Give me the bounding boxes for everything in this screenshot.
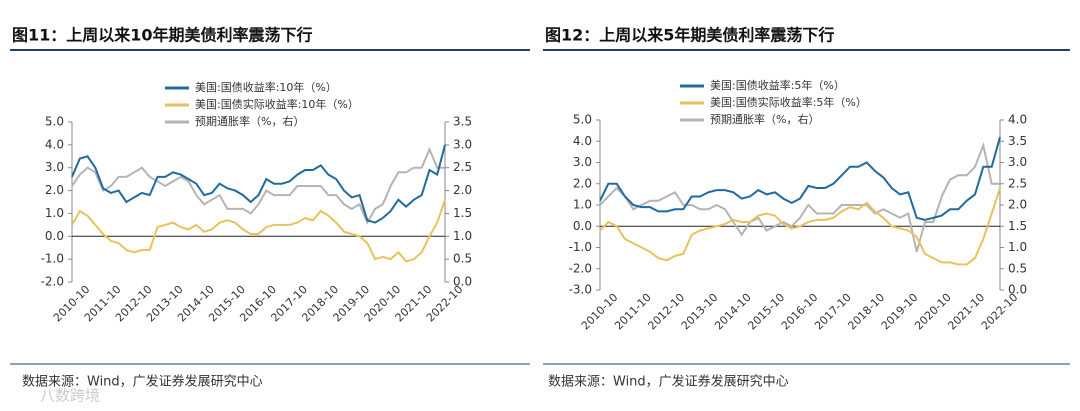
y2-tick-label: 0.5	[453, 252, 472, 266]
y-tick-label: -2.0	[41, 275, 64, 289]
series-line	[71, 199, 446, 263]
series-line	[71, 146, 445, 225]
y-tick-label: -2.0	[569, 261, 592, 275]
y-tick-label: 2.0	[45, 183, 64, 197]
y2-tick-label: 3.5	[453, 115, 472, 129]
y-tick-label: 4.0	[573, 134, 592, 148]
y2-tick-label: 4.0	[1008, 113, 1027, 127]
y2-tick-label: 3.0	[453, 137, 472, 151]
legend-label: 美国:国债收益率:5年（%）	[710, 78, 845, 92]
y2-tick-label: 0.5	[1008, 261, 1027, 275]
y-tick-label: 1.0	[573, 198, 592, 212]
series-line	[599, 136, 1001, 221]
y2-tick-label: 0.0	[1008, 283, 1027, 297]
series-line	[599, 142, 1000, 253]
legend-label: 美国:国债收益率:10年（%）	[195, 80, 337, 94]
chart-title: 图11：上周以来10年期美债利率震荡下行	[12, 26, 313, 45]
y-tick-label: 1.0	[45, 206, 64, 220]
y2-tick-label: 1.0	[453, 229, 472, 243]
y-tick-label: -3.0	[569, 283, 592, 297]
series-line	[599, 187, 1001, 266]
y-tick-label: -1.0	[41, 252, 64, 266]
series-line	[71, 144, 446, 224]
legend-label: 美国:国债实际收益率:10年（%）	[195, 97, 359, 111]
y2-tick-label: 2.5	[453, 160, 472, 174]
legend-label: 预期通胀率（%，右）	[195, 114, 304, 128]
y2-tick-label: 2.5	[1008, 176, 1027, 190]
y2-tick-label: 1.5	[1008, 219, 1027, 233]
source: 数据来源：Wind，广发证券发展研究中心	[22, 374, 263, 390]
y-tick-label: 5.0	[573, 113, 592, 127]
y-tick-label: 0.0	[573, 219, 592, 233]
y2-tick-label: 2.0	[1008, 198, 1027, 212]
chart-title: 图12：上周以来5年期美债利率震荡下行	[545, 26, 834, 45]
y2-tick-label: 2.0	[453, 183, 472, 197]
watermark: 八数跨境	[40, 387, 100, 405]
y-tick-label: 3.0	[573, 155, 592, 169]
y-tick-label: 4.0	[45, 137, 64, 151]
x-tick-label: 2022-10	[979, 291, 1021, 333]
legend-label: 美国:国债实际收益率:5年（%）	[710, 95, 867, 109]
y-tick-label: 5.0	[45, 115, 64, 129]
y-tick-label: 2.0	[573, 176, 592, 190]
y2-tick-label: 0.0	[453, 275, 472, 289]
y2-tick-label: 1.0	[1008, 240, 1027, 254]
y2-tick-label: 3.5	[1008, 134, 1027, 148]
y2-tick-label: 3.0	[1008, 155, 1027, 169]
y-tick-label: 3.0	[45, 160, 64, 174]
y-tick-label: 0.0	[45, 229, 64, 243]
source: 数据来源：Wind，广发证券发展研究中心	[548, 374, 789, 390]
y-tick-label: -1.0	[569, 240, 592, 254]
legend-label: 预期通胀率（%，右）	[710, 112, 819, 126]
y2-tick-label: 1.5	[453, 206, 472, 220]
